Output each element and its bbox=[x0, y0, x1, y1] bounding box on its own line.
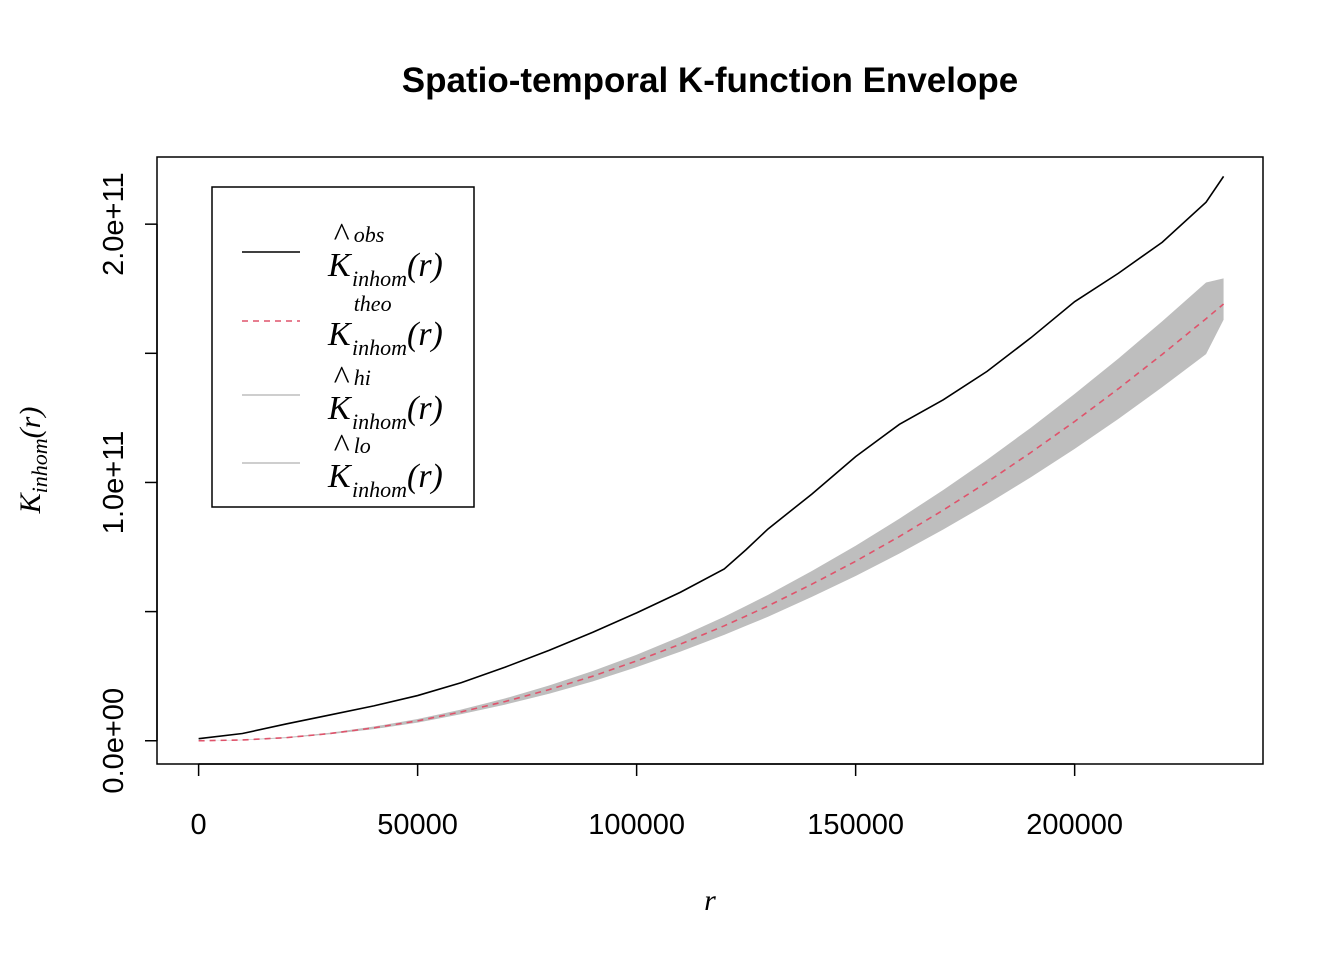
y-axis-label: Kinhom(r) bbox=[14, 407, 52, 515]
legend-label-theo: Ktheo inhom(r) bbox=[327, 291, 443, 360]
y-tick-label: 0.0e+00 bbox=[98, 688, 130, 794]
y-label-subscript: inhom bbox=[27, 438, 52, 493]
legend-hat-mark: ^ bbox=[333, 217, 350, 254]
x-tick-label: 0 bbox=[191, 809, 207, 841]
y-tick-label: 2.0e+11 bbox=[98, 172, 130, 275]
x-tick-label: 50000 bbox=[377, 809, 458, 841]
legend-entry-obs: Kobs inhom(r)^ bbox=[242, 217, 443, 291]
series-line-obs bbox=[198, 175, 1225, 740]
legend-entry-theo: Ktheo inhom(r) bbox=[242, 291, 443, 360]
x-axis: 0 50000 100000 150000 200000 bbox=[191, 763, 1123, 841]
y-tick-label: 1.0e+11 bbox=[98, 431, 130, 534]
x-axis-label: r bbox=[704, 884, 716, 917]
legend-label-hi: Khi inhom(r) bbox=[327, 365, 443, 434]
legend-entry-hi: Khi inhom(r)^ bbox=[242, 360, 443, 434]
legend-entry-lo: Klo inhom(r)^ bbox=[242, 428, 443, 502]
y-label-base: K bbox=[14, 491, 47, 514]
y-label-arg: (r) bbox=[14, 407, 47, 439]
svg-text:Kinhom(r): Kinhom(r) bbox=[14, 407, 52, 515]
x-tick-label: 150000 bbox=[807, 809, 904, 841]
x-tick-label: 200000 bbox=[1026, 809, 1123, 841]
series-line-theo bbox=[198, 303, 1225, 742]
x-tick-label: 100000 bbox=[588, 809, 685, 841]
lines-layer bbox=[198, 175, 1225, 742]
legend-hat-mark: ^ bbox=[333, 428, 350, 465]
legend: Kobs inhom(r)^Ktheo inhom(r)Khi inhom(r)^Kl… bbox=[211, 186, 475, 508]
legend-hat-mark: ^ bbox=[333, 360, 350, 397]
chart-title: Spatio-temporal K-function Envelope bbox=[402, 61, 1018, 100]
legend-box bbox=[211, 186, 475, 508]
legend-label-obs: Kobs inhom(r) bbox=[327, 222, 443, 291]
y-axis: 0.0e+00 1.0e+11 2.0e+11 bbox=[98, 172, 158, 794]
legend-label-lo: Klo inhom(r) bbox=[327, 433, 443, 502]
